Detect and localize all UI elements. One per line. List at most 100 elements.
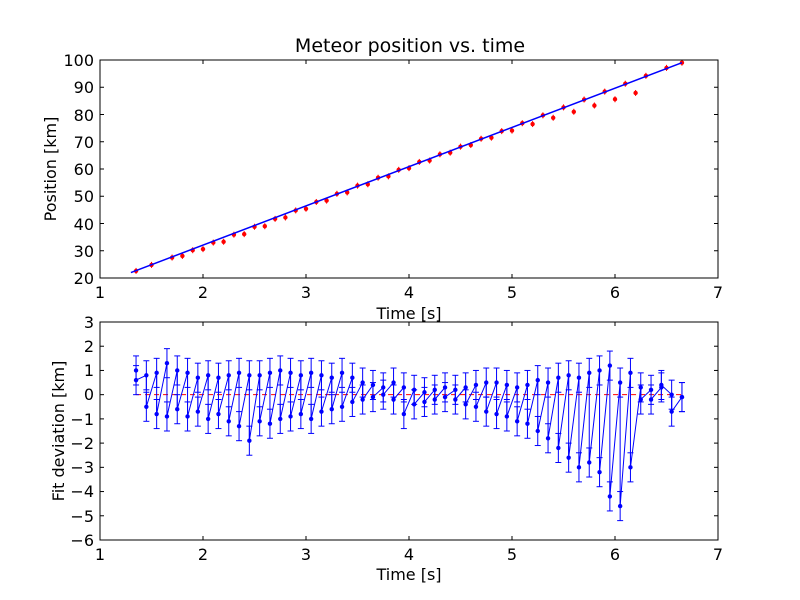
deviation-point (195, 375, 201, 380)
deviation-point (669, 409, 674, 414)
bottom-y-tick-label: −6 (70, 531, 94, 550)
position-point (242, 231, 247, 237)
deviation-point (267, 421, 273, 426)
deviation-point (370, 394, 376, 400)
deviation-point (339, 370, 345, 376)
deviation-point (617, 503, 623, 509)
deviation-point (597, 469, 602, 475)
deviation-point (442, 394, 448, 400)
top-x-tick-label: 6 (610, 283, 620, 302)
deviation-point (175, 407, 180, 412)
deviation-point (566, 455, 571, 460)
tick-marks (99, 321, 719, 541)
deviation-point (391, 380, 396, 385)
deviation-point (484, 380, 489, 385)
deviation-point (473, 404, 479, 409)
top-x-tick-label: 1 (95, 283, 105, 302)
deviation-point (381, 392, 386, 397)
deviation-point (154, 370, 159, 376)
deviation-point (144, 404, 149, 409)
deviation-point (648, 397, 654, 402)
bottom-x-tick-label: 6 (610, 545, 620, 564)
deviation-point (463, 385, 468, 390)
deviation-point (175, 368, 180, 373)
deviation-point (360, 380, 365, 385)
deviation-point (350, 375, 355, 380)
bottom-x-tick-label: 4 (404, 545, 414, 564)
deviation-point (278, 416, 283, 422)
top-y-axis: 20 30 40 50 60 70 80 90 100 (63, 51, 94, 288)
deviation-point (617, 380, 623, 385)
top-y-tick-label: 30 (74, 242, 94, 261)
tick-marks (99, 59, 719, 279)
deviation-point (576, 465, 582, 470)
deviation-point (545, 436, 551, 441)
top-y-tick-label: 80 (74, 106, 94, 125)
deviation-point (319, 373, 324, 378)
deviation-point (154, 411, 159, 417)
deviation-point (401, 385, 407, 390)
deviation-point (391, 397, 396, 402)
deviation-point (216, 375, 221, 380)
deviation-point (556, 375, 561, 380)
top-chart-title: Meteor position vs. time (295, 35, 525, 57)
deviation-point (308, 370, 314, 376)
top-y-axis-label: Position [km] (41, 117, 60, 222)
deviation-point (247, 438, 252, 443)
deviation-point (504, 382, 510, 388)
position-point (551, 115, 556, 120)
deviation-point (226, 373, 231, 378)
deviation-point (205, 373, 211, 378)
deviation-point (267, 370, 273, 376)
position-point (633, 90, 638, 96)
top-y-tick-label: 90 (74, 78, 94, 97)
position-point (283, 215, 288, 220)
deviation-point (329, 375, 334, 380)
deviation-point (401, 411, 407, 417)
top-y-tick-label: 40 (74, 215, 94, 234)
deviation-point (556, 445, 561, 451)
deviation-point (422, 399, 427, 405)
deviation-point (463, 402, 468, 407)
deviation-point (185, 370, 190, 376)
bottom-y-tick-label: 0 (84, 385, 94, 404)
deviation-point (473, 382, 479, 388)
bottom-y-tick-label: 1 (84, 361, 94, 380)
deviation-point (226, 419, 231, 424)
bottom-x-tick-label: 7 (713, 545, 723, 564)
deviation-point (545, 380, 551, 385)
top-y-tick-label: 60 (74, 160, 94, 179)
deviation-point (597, 368, 602, 373)
top-x-tick-label: 7 (713, 283, 723, 302)
top-x-axis: 1 2 3 4 5 6 7 (95, 283, 723, 302)
deviation-point (350, 399, 355, 405)
deviation-point (236, 370, 242, 376)
bottom-y-tick-label: −5 (70, 507, 94, 526)
bottom-x-tick-label: 5 (507, 545, 517, 564)
deviation-point (514, 419, 520, 424)
deviation-point (494, 380, 499, 385)
position-point (180, 253, 185, 259)
bottom-plot-area (133, 348, 685, 522)
top-x-tick-label: 2 (198, 283, 208, 302)
deviation-point (185, 414, 190, 419)
bottom-y-axis: 3 2 1 0 −1 −2 −3 −4 −5 −6 (70, 313, 94, 550)
deviation-point (133, 377, 139, 383)
bottom-x-axis: 1 2 3 4 5 6 7 (95, 545, 723, 564)
deviation-point (319, 409, 324, 414)
deviation-point (411, 402, 417, 407)
position-point (303, 206, 309, 211)
bottom-y-tick-label: −1 (70, 410, 94, 429)
top-x-axis-label: Time [s] (375, 304, 441, 323)
top-y-tick-label: 100 (63, 51, 94, 70)
deviation-point (288, 370, 293, 376)
deviation-point (525, 421, 530, 426)
fit-line (130, 62, 683, 274)
bottom-y-axis-label: Fit deviation [km] (49, 361, 68, 502)
bottom-x-tick-label: 2 (198, 545, 208, 564)
deviation-point (360, 397, 365, 402)
deviation-point (257, 373, 262, 378)
bottom-y-tick-label: 3 (84, 313, 94, 332)
deviation-point (504, 414, 510, 419)
